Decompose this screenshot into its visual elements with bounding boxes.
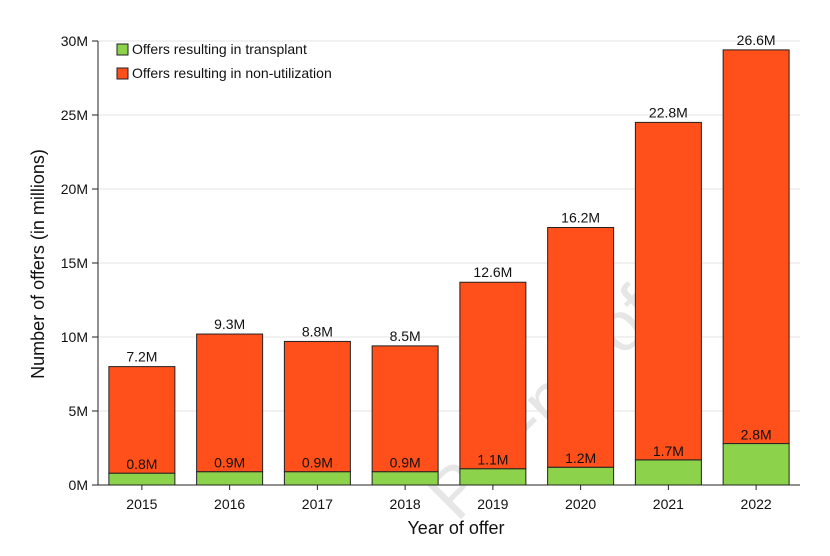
- bar-non-utilization-2017: [283, 340, 351, 473]
- bar-non-utilization-2021: [634, 121, 702, 461]
- legend-swatch-non-utilization: [116, 67, 129, 80]
- y-tick-label: 15M: [61, 255, 88, 271]
- legend-label-non-utilization: Offers resulting in non-utilization: [132, 65, 332, 81]
- y-axis-title: Number of offers (in millions): [28, 149, 48, 379]
- x-tick-label-2015: 2015: [126, 496, 157, 512]
- bar-non-utilization-2020: [547, 226, 615, 468]
- x-tick-label-2022: 2022: [741, 496, 772, 512]
- data-label-transplant-2018: 0.9M: [390, 455, 421, 471]
- data-label-transplant-2015: 0.8M: [126, 456, 157, 472]
- x-tick-label-2018: 2018: [390, 496, 421, 512]
- data-label-non-utilization-2015: 7.2M: [126, 349, 157, 365]
- x-axis-title: Year of offer: [407, 518, 504, 538]
- legend-swatch-transplant: [116, 43, 129, 56]
- bar-transplant-2021: [634, 459, 702, 486]
- data-label-transplant-2020: 1.2M: [565, 450, 596, 466]
- bar-transplant-2018: [371, 471, 439, 486]
- data-label-non-utilization-2022: 26.6M: [737, 32, 776, 48]
- data-label-non-utilization-2018: 8.5M: [390, 328, 421, 344]
- data-label-non-utilization-2016: 9.3M: [214, 316, 245, 332]
- data-label-transplant-2019: 1.1M: [477, 452, 508, 468]
- data-label-transplant-2021: 1.7M: [653, 443, 684, 459]
- x-tick-label-2021: 2021: [653, 496, 684, 512]
- x-tick-label-2016: 2016: [214, 496, 245, 512]
- x-tick-label-2020: 2020: [565, 496, 596, 512]
- y-tick-label: 5M: [69, 403, 88, 419]
- legend: Offers resulting in transplant Offers res…: [116, 41, 332, 81]
- bar-non-utilization-2018: [371, 345, 439, 473]
- data-label-non-utilization-2020: 16.2M: [561, 209, 600, 225]
- data-labels: 0.8M 7.2M 0.9M 9.3M 0.9M 8.8M 0.9M 8.5M 1.1M 12.6…: [126, 32, 775, 472]
- bar-non-utilization-2022: [722, 49, 790, 445]
- x-tick-label-2019: 2019: [477, 496, 508, 512]
- bar-transplant-2020: [547, 466, 615, 486]
- bar-non-utilization-2016: [196, 333, 264, 473]
- y-tick-label: 10M: [61, 329, 88, 345]
- bar-transplant-2017: [283, 471, 351, 486]
- data-label-transplant-2022: 2.8M: [741, 427, 772, 443]
- x-axis: 2015 2016 2017 2018 2019 2020 2021 2022: [98, 484, 800, 512]
- y-tick-label: 30M: [61, 33, 88, 49]
- bar-transplant-2019: [459, 468, 527, 486]
- x-tick-label-2017: 2017: [302, 496, 333, 512]
- data-label-non-utilization-2019: 12.6M: [473, 264, 512, 280]
- bars: [108, 49, 790, 486]
- bar-transplant-2022: [722, 443, 790, 486]
- bar-transplant-2016: [196, 471, 264, 486]
- legend-label-transplant: Offers resulting in transplant: [132, 41, 307, 57]
- y-axis: 0M 5M 10M 15M 20M 25M 30M: [61, 33, 99, 493]
- bar-non-utilization-2019: [459, 281, 527, 470]
- data-label-transplant-2016: 0.9M: [214, 455, 245, 471]
- bar-transplant-2015: [108, 472, 176, 486]
- y-tick-label: 25M: [61, 107, 88, 123]
- data-label-transplant-2017: 0.9M: [302, 455, 333, 471]
- y-tick-label: 0M: [69, 477, 88, 493]
- data-label-non-utilization-2021: 22.8M: [649, 104, 688, 120]
- data-label-non-utilization-2017: 8.8M: [302, 323, 333, 339]
- bar-non-utilization-2015: [108, 366, 176, 474]
- y-tick-label: 20M: [61, 181, 88, 197]
